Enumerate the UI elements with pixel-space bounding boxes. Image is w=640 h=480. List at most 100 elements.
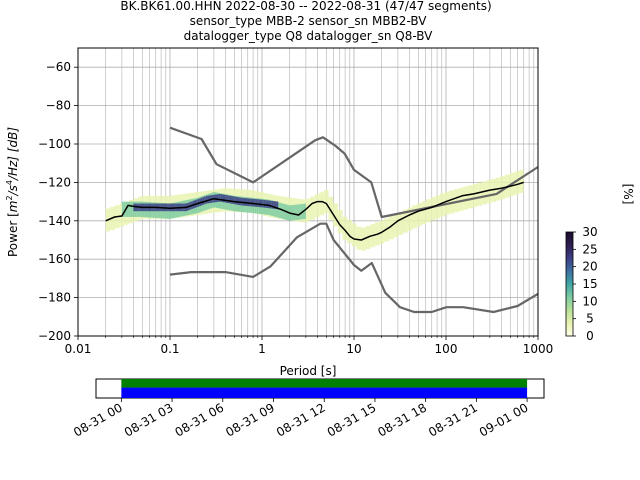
density-cell <box>263 199 266 208</box>
density-cell <box>223 194 226 203</box>
density-cell <box>402 209 408 233</box>
coverage-bar-upper <box>121 379 528 388</box>
density-cell <box>207 195 210 204</box>
y-tick-label: −60 <box>46 60 71 74</box>
y-tick-label: −100 <box>38 137 71 151</box>
density-cell <box>231 196 234 204</box>
density-cell <box>514 171 520 195</box>
density-cell <box>252 198 255 207</box>
density-cell <box>430 197 436 221</box>
density-cell <box>295 204 298 220</box>
density-cell <box>121 201 124 217</box>
colorbar-tick-label: 30 <box>582 225 597 239</box>
density-cell <box>220 194 222 202</box>
density-cell <box>356 226 362 250</box>
density-cell <box>328 196 334 220</box>
y-axis-ticks: −60 −80 −100 −120 −140 −160 −180 −200 <box>38 60 78 343</box>
timeline-tick-label: 08-31 15 <box>325 400 379 439</box>
density-cell <box>226 195 229 203</box>
density-cell <box>319 192 325 216</box>
density-cell <box>297 204 300 220</box>
density-cell <box>262 199 264 208</box>
density-cell <box>233 196 235 205</box>
density-cell <box>244 198 247 206</box>
x-tick-label: 10 <box>346 342 361 356</box>
y-axis-label: Power [m2/s4/Hz] [dB] <box>5 127 20 257</box>
density-cell <box>347 220 352 244</box>
density-cell <box>265 200 267 208</box>
density-cell <box>463 186 469 210</box>
density-cell <box>246 198 248 206</box>
density-cell <box>421 201 427 225</box>
density-cell <box>275 201 278 218</box>
density-cell <box>168 203 171 212</box>
density-cell <box>481 181 487 205</box>
x-axis-ticks: 0.01 0.1 1 10 100 1000 <box>65 336 553 356</box>
density-cell <box>416 203 422 227</box>
density-cell <box>221 194 224 203</box>
colorbar-tick-label: 0 <box>586 329 594 343</box>
density-cell <box>202 197 205 205</box>
timeline-tick-label: 08-31 09 <box>223 400 277 439</box>
density-cell <box>200 197 203 206</box>
x-tick-label: 100 <box>435 342 458 356</box>
coverage-bars <box>121 379 528 398</box>
density-cell <box>170 203 173 212</box>
density-cell <box>393 214 399 238</box>
ppsd-plot-area: 0.01 0.1 1 10 100 1000 −60 −80 −100 −120 −140 −160… <box>38 47 553 356</box>
density-cell <box>236 196 238 205</box>
density-cell <box>205 195 208 204</box>
density-cell <box>250 198 253 207</box>
timeline-tick-label: 08-31 18 <box>375 400 429 439</box>
density-cell <box>270 200 272 209</box>
density-cell <box>277 202 280 218</box>
colorbar-tick-label: 10 <box>582 294 597 308</box>
density-cell <box>303 203 306 220</box>
chart-title-line-3: datalogger_type Q8 datalogger_sn Q8-BV <box>184 29 434 43</box>
series-lines <box>105 126 538 314</box>
colorbar-tick-label: 25 <box>582 242 597 256</box>
y-tick-label: −120 <box>38 175 71 189</box>
density-cell <box>491 178 496 202</box>
density-cell <box>228 195 230 204</box>
x-tick-label: 0.01 <box>65 342 92 356</box>
y-tick-label: −200 <box>38 329 71 343</box>
density-cell <box>133 203 135 212</box>
y-tick-label: −180 <box>38 291 71 305</box>
timeline-tick-label: 08-31 21 <box>426 400 480 439</box>
density-cell <box>412 205 417 229</box>
density-cell <box>125 201 129 217</box>
mode-line <box>105 181 524 241</box>
low-noise-model-line <box>169 222 538 314</box>
density-cell <box>249 198 251 207</box>
density-cell <box>314 194 320 218</box>
density-cell <box>218 194 221 202</box>
density-cell <box>310 196 315 220</box>
density-cell <box>477 182 482 206</box>
density-cell <box>305 198 311 222</box>
density-cell <box>279 202 282 219</box>
density-cell <box>204 196 206 205</box>
density-cell <box>454 189 459 213</box>
timeline-tick-label: 08-31 06 <box>173 400 227 439</box>
density-cell <box>274 201 277 209</box>
density-cell <box>268 200 271 209</box>
density-cell <box>468 185 473 209</box>
timeline-tick-label: 08-31 03 <box>122 400 176 439</box>
density-cell <box>337 210 343 234</box>
density-cell <box>260 199 263 208</box>
density-cell <box>273 201 275 209</box>
colorbar-gradient <box>565 231 574 337</box>
y-tick-label: −80 <box>46 99 71 113</box>
density-cell <box>266 200 269 209</box>
density-cell <box>426 199 431 223</box>
density-cell <box>324 190 329 214</box>
density-cell <box>225 194 227 203</box>
y-tick-label: −160 <box>38 252 71 266</box>
density-cell <box>234 196 237 205</box>
colorbar-ticks: 0 5 10 15 20 25 30 <box>573 225 598 343</box>
density-cell <box>271 200 274 209</box>
density-cell <box>281 203 284 219</box>
